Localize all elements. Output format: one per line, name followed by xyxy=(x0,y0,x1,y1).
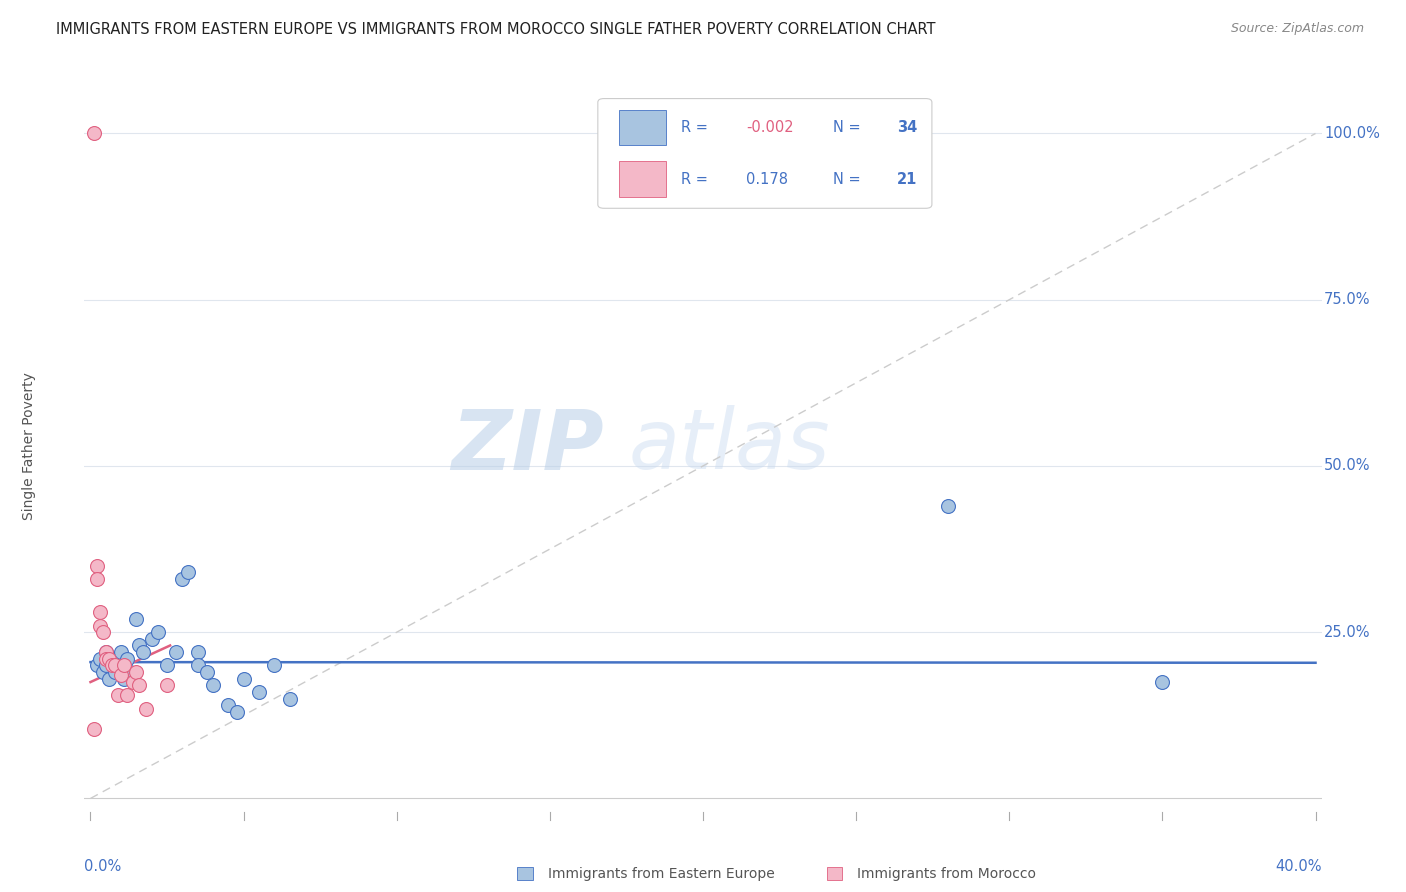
Text: Immigrants from Eastern Europe: Immigrants from Eastern Europe xyxy=(548,867,775,881)
Text: 34: 34 xyxy=(897,120,918,136)
Text: 100.0%: 100.0% xyxy=(1324,126,1381,141)
Point xyxy=(131,645,153,659)
Point xyxy=(115,689,138,703)
Point xyxy=(165,645,187,659)
Point xyxy=(101,652,124,666)
Point xyxy=(187,658,209,673)
Point xyxy=(83,127,105,141)
Point xyxy=(94,658,117,673)
Point xyxy=(86,558,108,573)
Point xyxy=(263,658,285,673)
FancyBboxPatch shape xyxy=(598,99,932,209)
Point xyxy=(94,645,117,659)
Point xyxy=(187,645,209,659)
Point xyxy=(104,665,127,679)
Point xyxy=(217,698,239,713)
Point xyxy=(1152,675,1174,690)
Point xyxy=(107,658,129,673)
Text: IMMIGRANTS FROM EASTERN EUROPE VS IMMIGRANTS FROM MOROCCO SINGLE FATHER POVERTY : IMMIGRANTS FROM EASTERN EUROPE VS IMMIGR… xyxy=(56,22,936,37)
Text: 50.0%: 50.0% xyxy=(1324,458,1371,474)
Point xyxy=(201,678,224,692)
Point xyxy=(172,572,194,586)
Text: 25.0%: 25.0% xyxy=(1324,624,1371,640)
Text: atlas: atlas xyxy=(628,406,831,486)
Text: Single Father Poverty: Single Father Poverty xyxy=(21,372,35,520)
Point xyxy=(83,722,105,736)
Bar xyxy=(517,867,533,880)
FancyBboxPatch shape xyxy=(619,111,666,145)
Point xyxy=(110,645,132,659)
Point xyxy=(120,665,142,679)
Point xyxy=(115,652,138,666)
Point xyxy=(89,605,111,619)
Point xyxy=(122,675,145,690)
Point xyxy=(195,665,218,679)
Point xyxy=(89,652,111,666)
Point xyxy=(107,689,129,703)
Point xyxy=(91,625,114,640)
Point xyxy=(97,652,120,666)
Text: N =: N = xyxy=(832,171,865,186)
Point xyxy=(247,685,270,699)
Text: -0.002: -0.002 xyxy=(747,120,794,136)
Point xyxy=(94,645,117,659)
Point xyxy=(91,665,114,679)
Text: Source: ZipAtlas.com: Source: ZipAtlas.com xyxy=(1230,22,1364,36)
FancyBboxPatch shape xyxy=(619,161,666,196)
Text: Immigrants from Morocco: Immigrants from Morocco xyxy=(858,867,1036,881)
Text: ZIP: ZIP xyxy=(451,406,605,486)
Point xyxy=(128,639,150,653)
Text: 0.178: 0.178 xyxy=(747,171,789,186)
Text: R =: R = xyxy=(681,120,713,136)
Point xyxy=(156,678,179,692)
Point xyxy=(128,678,150,692)
Point xyxy=(112,672,135,686)
Point xyxy=(110,668,132,682)
Point xyxy=(936,499,959,513)
Point xyxy=(125,612,148,626)
Point xyxy=(86,572,108,586)
Point xyxy=(94,652,117,666)
Point xyxy=(125,665,148,679)
Text: N =: N = xyxy=(832,120,865,136)
Point xyxy=(146,625,169,640)
Text: 40.0%: 40.0% xyxy=(1275,859,1322,874)
Point xyxy=(97,672,120,686)
Text: 0.0%: 0.0% xyxy=(84,859,121,874)
Point xyxy=(278,691,301,706)
Text: R =: R = xyxy=(681,171,713,186)
Text: 75.0%: 75.0% xyxy=(1324,293,1371,307)
Point xyxy=(232,672,254,686)
Point xyxy=(135,701,157,715)
Point xyxy=(156,658,179,673)
Text: 21: 21 xyxy=(897,171,918,186)
Point xyxy=(86,658,108,673)
Point xyxy=(89,618,111,632)
Point xyxy=(104,658,127,673)
Point xyxy=(177,566,200,580)
Point xyxy=(101,658,124,673)
Point xyxy=(141,632,163,646)
Bar xyxy=(827,867,842,880)
Point xyxy=(112,658,135,673)
Point xyxy=(226,705,249,719)
